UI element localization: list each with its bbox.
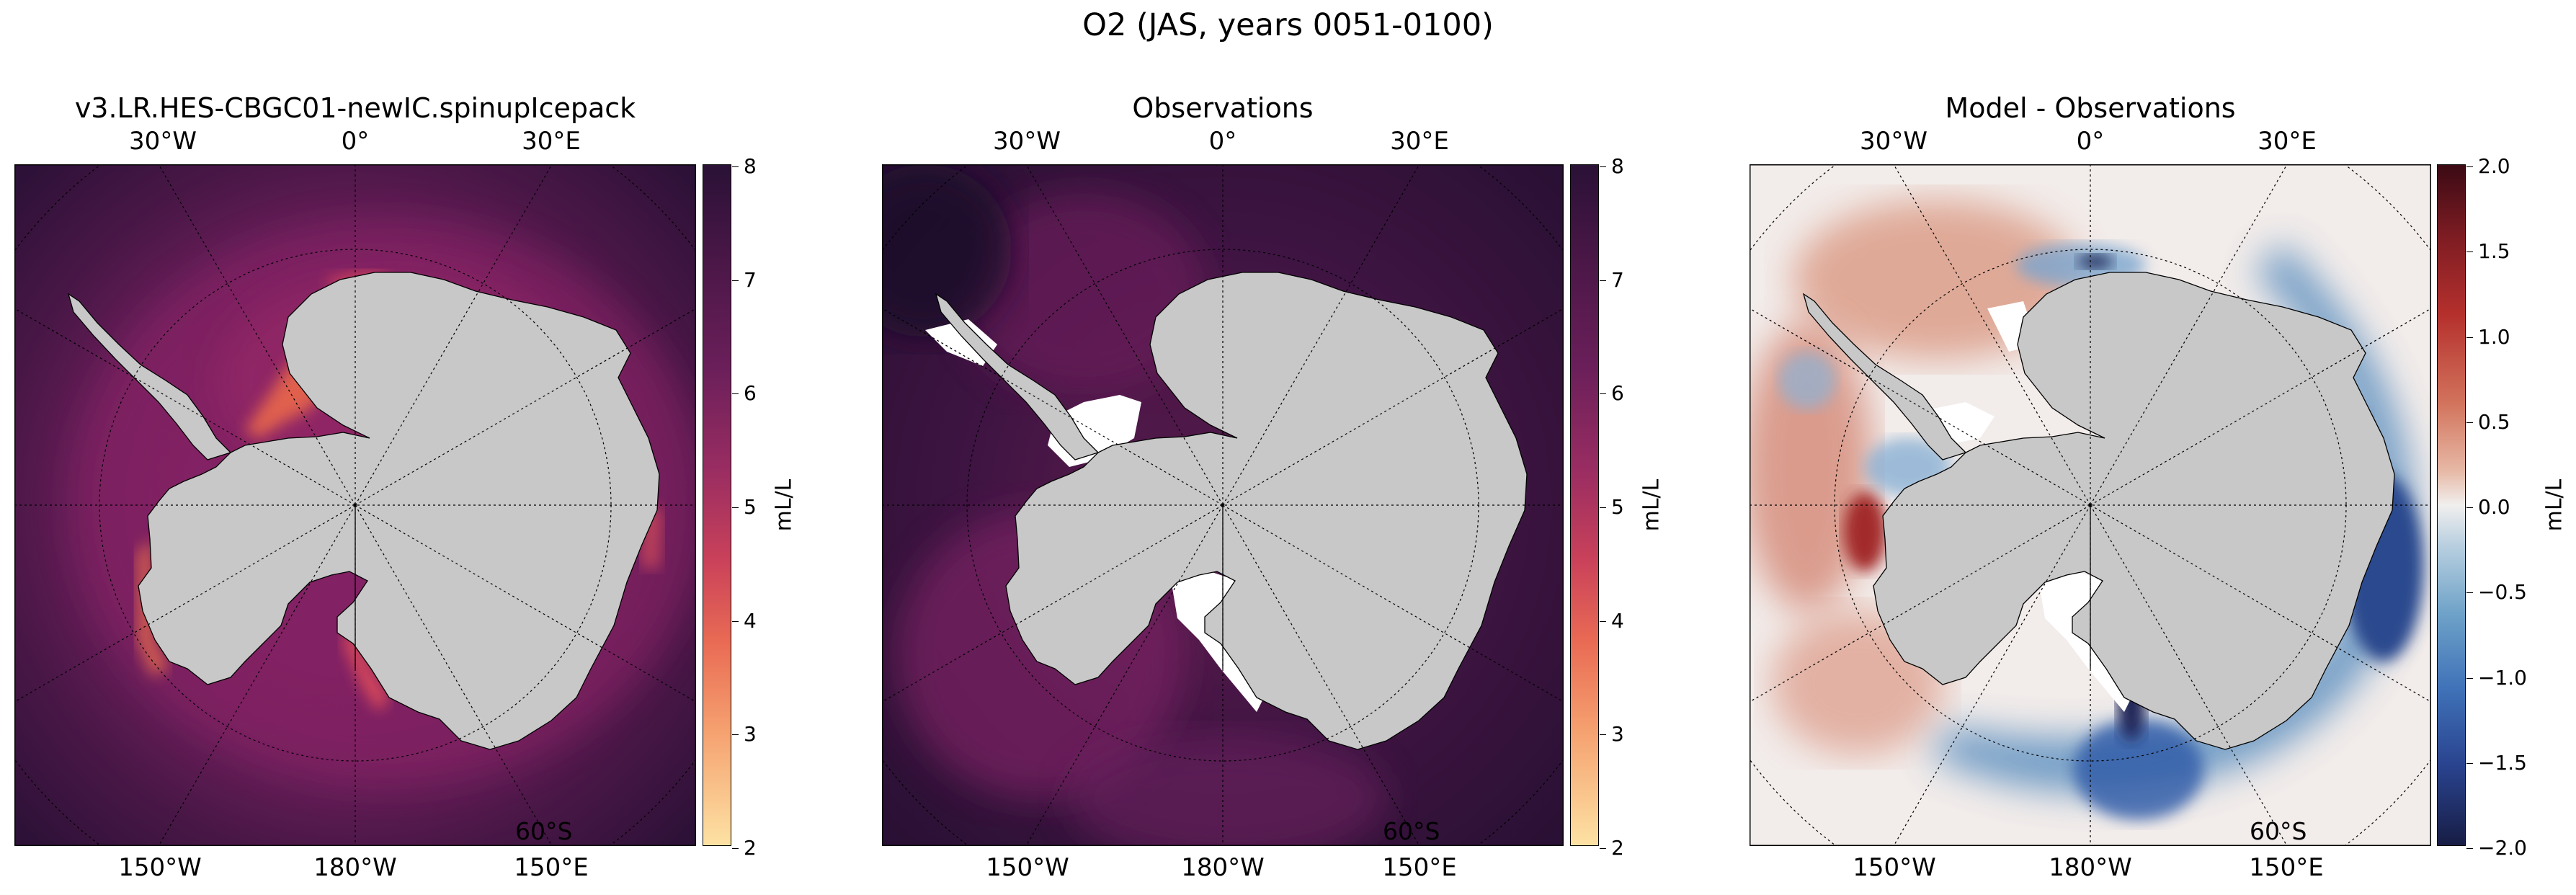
panel-1-lon-0-top: 0° [341, 127, 370, 156]
panel-1-lon-150w-bottom: 150°W [118, 853, 202, 882]
panel-3-cbar-label: mL/L [2541, 478, 2567, 532]
panel-1-lon-30w-top: 30°W [129, 127, 197, 156]
figure-title: O2 (JAS, years 0051-0100) [1082, 7, 1494, 43]
panel-1-cbar-tick: 6 [732, 381, 757, 405]
panel-1-cbar-tick: 7 [732, 268, 757, 292]
panel-1-lon-180w-bottom: 180°W [313, 853, 397, 882]
panel-3-cbar-tick: 1.0 [2466, 325, 2510, 349]
panel-2-title: Observations [1132, 92, 1314, 124]
panel-3-lon-30e-top: 30°E [2258, 127, 2317, 156]
panel-3-lon-150w-bottom: 150°W [1853, 853, 1936, 882]
panel-1-colorbar [703, 164, 731, 846]
panel-1-lat-60s: 60°S [515, 817, 573, 845]
panel-3-cbar-tick: −2.0 [2466, 836, 2527, 860]
panel-3-cbar-tick: 0.5 [2466, 410, 2510, 434]
panel-3-lat-60s: 60°S [2250, 817, 2307, 845]
panel-3-colorbar [2437, 164, 2466, 846]
panel-1-cbar-tick: 3 [732, 722, 757, 746]
panel-1-map [14, 164, 696, 846]
panel-2-lon-150e-bottom: 150°E [1382, 853, 1457, 882]
panel-2-lon-150w-bottom: 150°W [986, 853, 1069, 882]
panel-1-cbar-tick: 5 [732, 495, 757, 519]
panel-1-title: v3.LR.HES-CBGC01-newIC.spinupIcepack [74, 92, 636, 124]
panel-2-map [882, 164, 1564, 846]
panel-2-cbar-tick: 2 [1600, 836, 1624, 860]
panel-3-cbar-tick: 1.5 [2466, 239, 2510, 263]
panel-1-cbar-label: mL/L [771, 478, 797, 532]
panel-3-cbar-tick: −0.5 [2466, 580, 2527, 604]
panel-1-cbar-tick: 8 [732, 154, 757, 178]
panel-3-cbar-tick: 0.0 [2466, 495, 2510, 519]
panel-3-cbar-tick: −1.0 [2466, 666, 2527, 690]
panel-2-cbar-label: mL/L [1639, 478, 1664, 532]
panel-2-cbar-tick: 6 [1600, 381, 1624, 405]
panel-2-cbar-tick: 5 [1600, 495, 1624, 519]
panel-2-lon-180w-bottom: 180°W [1181, 853, 1265, 882]
panel-3-lon-150e-bottom: 150°E [2249, 853, 2324, 882]
panel-3-cbar-tick: −1.5 [2466, 751, 2527, 775]
panel-1-lon-30e-top: 30°E [522, 127, 581, 156]
panel-2-lon-0-top: 0° [1208, 127, 1237, 156]
panel-3-title: Model - Observations [1945, 92, 2236, 124]
panel-2-colorbar [1570, 164, 1599, 846]
panel-3-cbar-tick: 2.0 [2466, 154, 2510, 178]
panel-1-cbar-tick: 2 [732, 836, 757, 860]
panel-2-lon-30e-top: 30°E [1390, 127, 1449, 156]
panel-2-cbar-tick: 7 [1600, 268, 1624, 292]
panel-2-cbar-tick: 8 [1600, 154, 1624, 178]
panel-1-cbar-tick: 4 [732, 609, 757, 633]
panel-2-lat-60s: 60°S [1383, 817, 1440, 845]
panel-2-lon-30w-top: 30°W [993, 127, 1061, 156]
panel-3-lon-180w-bottom: 180°W [2049, 853, 2132, 882]
panel-1-lon-150e-bottom: 150°E [514, 853, 589, 882]
panel-3-lon-30w-top: 30°W [1860, 127, 1927, 156]
panel-3-map [1750, 164, 2431, 846]
panel-3-lon-0-top: 0° [2076, 127, 2105, 156]
panel-2-cbar-tick: 4 [1600, 609, 1624, 633]
panel-2-cbar-tick: 3 [1600, 722, 1624, 746]
